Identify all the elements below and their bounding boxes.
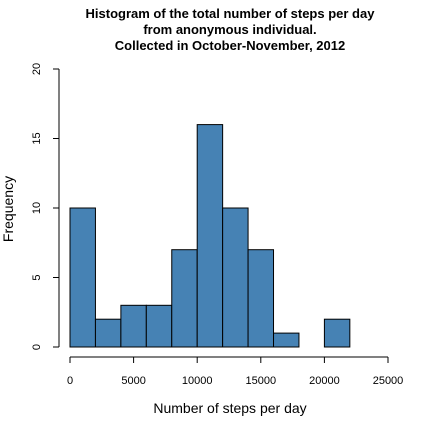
histogram-bar xyxy=(95,319,120,347)
y-axis-label: Frequency xyxy=(0,176,16,242)
chart-title-line-1: Histogram of the total number of steps p… xyxy=(86,6,376,21)
histogram-bar xyxy=(121,305,146,347)
x-axis: 0 5000 10000 15000 20000 25000 xyxy=(67,357,403,387)
y-tick-label: 5 xyxy=(31,274,43,280)
histogram-bar xyxy=(324,319,349,347)
histogram-bar xyxy=(248,250,273,347)
chart-title: Histogram of the total number of steps p… xyxy=(86,6,376,53)
x-axis-label: Number of steps per day xyxy=(153,400,306,416)
histogram-bar xyxy=(223,208,248,347)
histogram-bar xyxy=(70,208,95,347)
histogram-bar xyxy=(172,250,197,347)
y-tick-label: 10 xyxy=(31,202,43,214)
y-tick-label: 0 xyxy=(31,344,43,350)
x-tick-label: 10000 xyxy=(182,375,213,387)
histogram-bar xyxy=(146,305,171,347)
histogram-bars xyxy=(70,125,350,347)
x-tick-label: 25000 xyxy=(373,375,404,387)
x-tick-label: 20000 xyxy=(309,375,340,387)
histogram-bar xyxy=(274,333,299,347)
x-tick-label: 5000 xyxy=(121,375,145,387)
chart-title-line-2: from anonymous individual. xyxy=(143,22,316,37)
chart-title-line-3: Collected in October-November, 2012 xyxy=(115,38,345,53)
x-tick-label: 15000 xyxy=(246,375,277,387)
y-tick-label: 20 xyxy=(31,63,43,75)
y-tick-label: 15 xyxy=(31,132,43,144)
y-axis: 0 5 10 15 20 xyxy=(31,63,59,350)
histogram-bar xyxy=(197,125,222,347)
x-tick-label: 0 xyxy=(67,375,73,387)
